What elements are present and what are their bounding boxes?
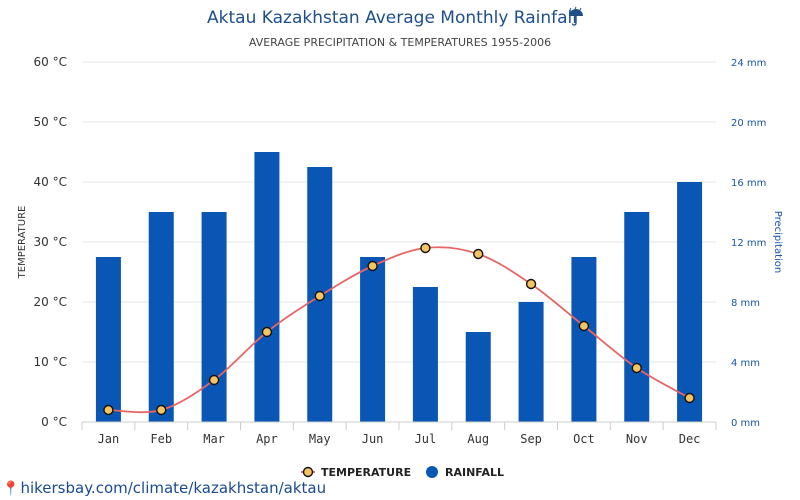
rainfall-bar-dec[interactable] — [677, 182, 703, 422]
x-tick-label: Jan — [98, 432, 120, 446]
y-left-tick-label: 50 °C — [34, 115, 67, 129]
y-left-tick-label: 0 °C — [41, 415, 67, 429]
y-right-tick-label: 24 mm — [731, 58, 766, 69]
temperature-point-aug[interactable] — [473, 248, 484, 260]
x-tick-label: Dec — [679, 432, 701, 446]
legend-item-temperature[interactable]: TEMPERATURE — [301, 466, 411, 479]
x-tick-label: Oct — [573, 432, 595, 446]
y-right-tick-label: 20 mm — [731, 118, 766, 129]
temperature-point-jul[interactable] — [420, 242, 431, 254]
x-tick-label: Feb — [150, 432, 172, 446]
y-right-tick-label: 0 mm — [731, 418, 760, 429]
y-left-tick-label: 40 °C — [34, 175, 67, 189]
legend: TEMPERATURE RAINFALL — [301, 466, 504, 479]
rainfall-bar-jun[interactable] — [360, 257, 386, 422]
temperature-point-dec[interactable] — [684, 392, 695, 404]
legend-temperature-label: TEMPERATURE — [321, 466, 411, 479]
source-url: hikersbay.com/climate/kazakhstan/aktau — [20, 479, 327, 497]
y-axis-left-label: TEMPERATURE — [17, 206, 28, 280]
source-link[interactable]: 📍hikersbay.com/climate/kazakhstan/aktau — [2, 479, 326, 497]
rainfall-bar-nov[interactable] — [624, 212, 650, 422]
x-tick-label: Aug — [467, 432, 489, 446]
rainfall-bar-aug[interactable] — [465, 332, 491, 422]
x-tick-label: Jul — [415, 432, 437, 446]
y-right-tick-label: 8 mm — [731, 298, 760, 309]
temperature-point-mar[interactable] — [208, 374, 220, 386]
x-tick-label: May — [309, 432, 331, 446]
y-right-tick-label: 16 mm — [731, 178, 766, 189]
legend-item-rainfall[interactable]: RAINFALL — [426, 466, 504, 479]
y-right-tick-label: 4 mm — [731, 358, 760, 369]
chart-title: Aktau Kazakhstan Average Monthly Rainfal… — [207, 8, 577, 28]
temperature-point-may[interactable] — [314, 290, 325, 302]
x-tick-label: Mar — [203, 432, 225, 446]
temperature-point-jan[interactable] — [103, 404, 114, 416]
temperature-line — [103, 242, 695, 416]
legend-rainfall-label: RAINFALL — [445, 466, 504, 479]
umbrella-rain-icon — [569, 6, 583, 26]
rainfall-bar-apr[interactable] — [254, 152, 280, 422]
y-right-tick-label: 12 mm — [731, 238, 766, 249]
x-tick-label: Jun — [362, 432, 384, 446]
temperature-point-jun[interactable] — [367, 260, 378, 272]
temperature-point-nov[interactable] — [631, 362, 642, 374]
tick-labels: 0 °C 0 mm 10 °C 4 mm 20 °C 8 mm 30 °C 12 mm 40 °… — [34, 55, 767, 446]
gridlines — [82, 61, 716, 363]
rainfall-bar-sep[interactable] — [518, 302, 544, 422]
rainfall-bar-mar[interactable] — [201, 212, 227, 422]
y-axis-right-label: Precipitation — [772, 211, 783, 274]
rainfall-bars — [95, 152, 703, 422]
y-left-tick-label: 60 °C — [34, 55, 67, 69]
temperature-point-oct[interactable] — [578, 320, 590, 332]
temperature-point-feb[interactable] — [156, 404, 167, 416]
rainfall-bar-oct[interactable] — [571, 257, 597, 422]
temperature-point-apr[interactable] — [261, 326, 273, 338]
y-left-tick-label: 30 °C — [34, 235, 67, 249]
x-tick-label: Sep — [520, 432, 542, 446]
legend-temperature-marker-icon — [302, 466, 314, 478]
map-pin-icon: 📍 — [2, 481, 20, 497]
temperature-line-path — [108, 246, 691, 414]
temperature-point-sep[interactable] — [525, 278, 537, 290]
rainfall-bar-jul[interactable] — [412, 287, 438, 422]
legend-rainfall-marker-icon — [426, 466, 438, 478]
y-left-tick-label: 20 °C — [34, 295, 67, 309]
rainfall-bar-jan[interactable] — [95, 257, 121, 422]
x-tick-label: Apr — [256, 432, 278, 446]
x-tick-label: Nov — [626, 432, 648, 446]
axes — [81, 421, 717, 430]
rainfall-bar-feb[interactable] — [148, 212, 174, 422]
y-left-tick-label: 10 °C — [34, 355, 67, 369]
chart-subtitle: AVERAGE PRECIPITATION & TEMPERATURES 195… — [249, 36, 551, 49]
